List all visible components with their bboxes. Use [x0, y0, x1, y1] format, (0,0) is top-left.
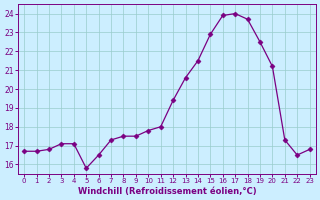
X-axis label: Windchill (Refroidissement éolien,°C): Windchill (Refroidissement éolien,°C)	[77, 187, 256, 196]
